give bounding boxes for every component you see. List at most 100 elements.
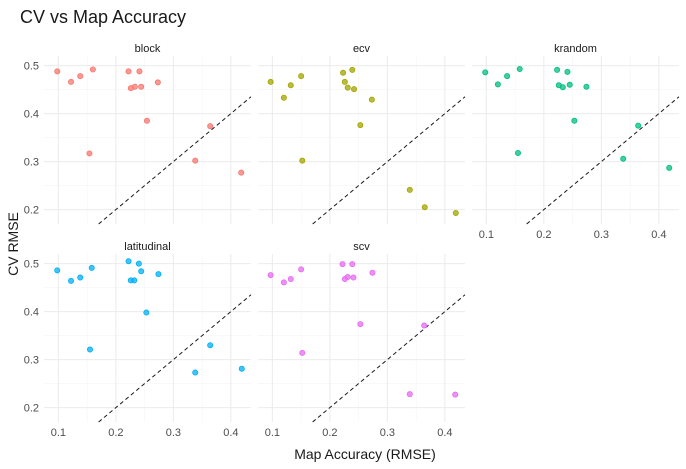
- strip-label-block: block: [135, 43, 161, 55]
- point-block-9: [136, 68, 143, 75]
- point-krandom-4: [516, 65, 523, 72]
- y-tick-label: 0.4: [24, 109, 39, 121]
- point-krandom-8: [559, 84, 566, 91]
- point-ecv-2: [280, 94, 287, 101]
- point-latitudinal-2: [68, 277, 75, 284]
- point-latitudinal-4: [88, 264, 95, 271]
- identity-line-ecv: [312, 96, 466, 225]
- strip-label-latitudinal: latitudinal: [124, 241, 170, 253]
- point-latitudinal-6: [125, 258, 132, 265]
- point-block-5: [86, 150, 93, 157]
- y-tick-label: 0.2: [24, 205, 39, 217]
- point-block-11: [143, 117, 150, 124]
- y-tick-label: 0.5: [24, 259, 39, 271]
- point-krandom-12: [583, 83, 590, 90]
- point-ecv-9: [349, 66, 356, 73]
- point-ecv-6: [340, 69, 347, 76]
- strip-label-scv: scv: [353, 241, 370, 253]
- panel-krandom: [472, 56, 679, 224]
- panel-ecv: [258, 56, 465, 224]
- identity-line-krandom: [526, 96, 680, 225]
- point-scv-3: [287, 275, 294, 282]
- point-ecv-8: [344, 84, 351, 91]
- point-ecv-12: [368, 96, 375, 103]
- x-tick-label: 0.3: [594, 229, 609, 241]
- point-scv-8: [344, 274, 351, 281]
- point-scv-10: [350, 274, 357, 281]
- point-krandom-9: [564, 68, 571, 75]
- y-tick-label: 0.5: [24, 61, 39, 73]
- x-tick-label: 0.2: [108, 427, 123, 439]
- chart-title: CV vs Map Accuracy: [20, 7, 186, 27]
- panel-latitudinal: [44, 254, 251, 422]
- point-latitudinal-5: [87, 346, 94, 353]
- x-axis-title: Map Accuracy (RMSE): [294, 446, 436, 462]
- point-latitudinal-3: [77, 274, 84, 281]
- point-krandom-10: [566, 81, 573, 88]
- y-tick-label: 0.3: [24, 355, 39, 367]
- strip-label-ecv: ecv: [353, 43, 371, 55]
- x-tick-label: 0.1: [265, 427, 280, 439]
- point-block-10: [138, 83, 145, 90]
- point-latitudinal-9: [135, 260, 142, 267]
- x-tick-label: 0.4: [437, 427, 452, 439]
- point-krandom-1: [482, 69, 489, 76]
- point-krandom-6: [554, 66, 561, 73]
- point-ecv-5: [299, 157, 306, 164]
- point-ecv-3: [287, 82, 294, 89]
- point-latitudinal-12: [155, 271, 162, 278]
- point-latitudinal-15: [238, 365, 245, 372]
- point-latitudinal-10: [138, 268, 145, 275]
- point-scv-1: [267, 272, 274, 279]
- y-tick-label: 0.4: [24, 307, 39, 319]
- x-tick-label: 0.3: [166, 427, 181, 439]
- point-latitudinal-11: [143, 309, 150, 316]
- point-block-13: [192, 157, 199, 164]
- strip-label-krandom: krandom: [554, 43, 597, 55]
- x-tick-label: 0.1: [479, 229, 494, 241]
- point-scv-9: [349, 261, 356, 268]
- point-scv-14: [421, 322, 428, 329]
- x-tick-label: 0.3: [380, 427, 395, 439]
- point-ecv-10: [351, 86, 358, 93]
- point-krandom-13: [620, 155, 627, 162]
- point-ecv-7: [341, 78, 348, 85]
- identity-line-block: [98, 96, 252, 225]
- x-tick-label: 0.4: [223, 427, 238, 439]
- panel-scv: [258, 254, 465, 422]
- point-block-1: [54, 68, 61, 75]
- point-scv-2: [280, 279, 287, 286]
- point-ecv-4: [298, 73, 305, 80]
- point-scv-11: [357, 321, 364, 328]
- point-block-8: [131, 83, 138, 90]
- point-scv-15: [452, 391, 459, 398]
- point-block-15: [238, 169, 245, 176]
- y-axis-title: CV RMSE: [5, 212, 21, 276]
- x-tick-label: 0.2: [322, 427, 337, 439]
- point-ecv-11: [357, 122, 364, 129]
- point-latitudinal-13: [192, 369, 199, 376]
- point-krandom-14: [635, 122, 642, 129]
- x-tick-label: 0.2: [536, 229, 551, 241]
- point-scv-13: [406, 391, 413, 398]
- identity-line-latitudinal: [98, 294, 252, 423]
- point-latitudinal-14: [207, 342, 214, 349]
- identity-line-scv: [312, 294, 466, 423]
- point-block-14: [207, 123, 214, 130]
- point-block-4: [89, 66, 96, 73]
- point-scv-12: [369, 269, 376, 276]
- point-block-12: [154, 79, 161, 86]
- panel-block: [44, 56, 251, 224]
- y-tick-label: 0.2: [24, 403, 39, 415]
- point-block-6: [125, 68, 132, 75]
- point-block-2: [68, 78, 75, 85]
- point-ecv-1: [267, 78, 274, 85]
- point-scv-5: [299, 349, 306, 356]
- point-latitudinal-8: [131, 277, 138, 284]
- point-ecv-14: [421, 204, 428, 211]
- point-scv-6: [339, 261, 346, 268]
- point-scv-4: [298, 266, 305, 273]
- y-tick-label: 0.3: [24, 157, 39, 169]
